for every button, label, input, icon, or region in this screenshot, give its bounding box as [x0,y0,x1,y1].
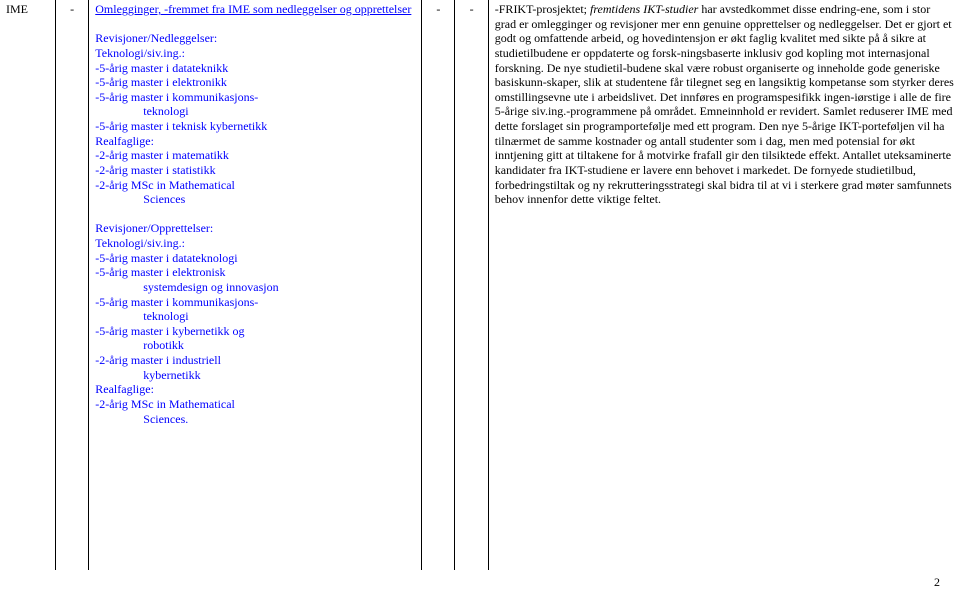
ned-item-2: -5-årig master i elektronikk [95,75,415,90]
dash-3: - [461,2,481,17]
opp-item-3b: teknologi [95,309,415,324]
opp-item-2b: systemdesign og innovasjon [95,280,415,295]
opp-item-2a: -5-årig master i elektronisk [95,265,415,280]
col-description: -FRIKT-prosjektet; fremtidens IKT-studie… [488,0,960,570]
frikt-italic: fremtidens IKT-studier [590,2,698,16]
real-item-1: -2-årig master i matematikk [95,148,415,163]
frikt-pre: -FRIKT-prosjektet; [495,2,590,16]
teknologi-header-2: Teknologi/siv.ing.: [95,236,415,251]
real-item-2: -2-årig master i statistikk [95,163,415,178]
page: IME - Omlegginger, -fremmet fra IME som … [0,0,960,594]
opp-item-4b: robotikk [95,338,415,353]
ned-item-1: -5-årig master i datateknikk [95,61,415,76]
ned-item-4: -5-årig master i teknisk kybernetikk [95,119,415,134]
document-table: IME - Omlegginger, -fremmet fra IME som … [0,0,960,570]
col-ime: IME [0,0,55,570]
opp-item-3a: -5-årig master i kommunikasjons- [95,295,415,310]
opp-item-5b: kybernetikk [95,368,415,383]
col-changes: Omlegginger, -fremmet fra IME som nedleg… [89,0,422,570]
dash-2: - [428,2,448,17]
col-dash-1: - [55,0,88,570]
opp-item-5a: -2-årig master i industriell [95,353,415,368]
teknologi-header-1: Teknologi/siv.ing.: [95,46,415,61]
realfaglige-header-1: Realfaglige: [95,134,415,149]
real2-item-1a: -2-årig MSc in Mathematical [95,397,415,412]
real-item-3a: -2-årig MSc in Mathematical [95,178,415,193]
col-dash-2: - [422,0,455,570]
revisjoner-nedleggelser-header: Revisjoner/Nedleggelser: [95,31,415,46]
omlegginger-title: Omlegginger, -fremmet fra IME som nedleg… [95,2,415,17]
real-item-3b: Sciences [95,192,415,207]
ned-item-3a: -5-årig master i kommunikasjons- [95,90,415,105]
real2-item-1b: Sciences. [95,412,415,427]
page-number: 2 [934,575,940,590]
ned-item-3b: teknologi [95,104,415,119]
frikt-body: har avstedkommet disse endring-ene, som … [495,2,954,206]
col-dash-3: - [455,0,488,570]
dash-1: - [62,2,82,17]
opp-item-4a: -5-årig master i kybernetikk og [95,324,415,339]
revisjoner-opprettelser-header: Revisjoner/Opprettelser: [95,221,415,236]
realfaglige-header-2: Realfaglige: [95,382,415,397]
ime-label: IME [6,2,49,17]
opp-item-1: -5-årig master i datateknologi [95,251,415,266]
description-paragraph: -FRIKT-prosjektet; fremtidens IKT-studie… [495,2,954,207]
